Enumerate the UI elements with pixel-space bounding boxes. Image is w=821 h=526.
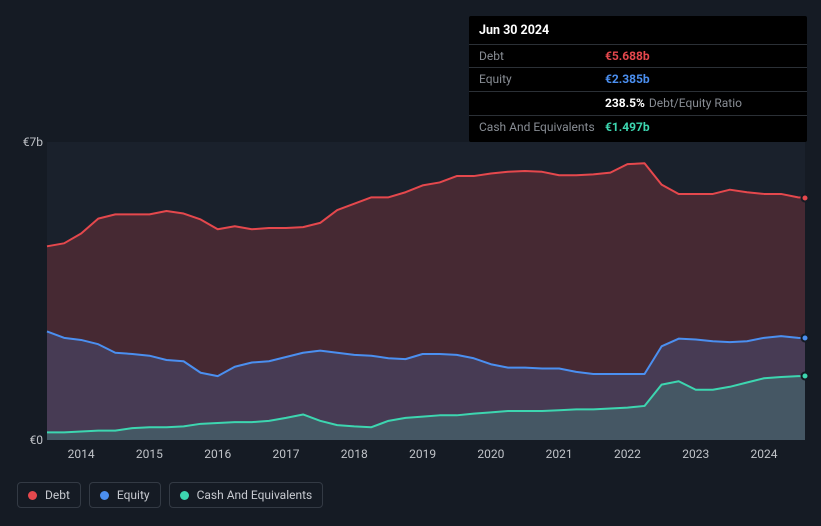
x-axis-label: 2017 bbox=[273, 447, 300, 461]
legend-label: Equity bbox=[117, 488, 150, 502]
legend-dot-icon bbox=[100, 491, 109, 500]
tooltip-label: Cash And Equivalents bbox=[479, 119, 605, 136]
legend-item-equity[interactable]: Equity bbox=[89, 482, 161, 508]
tooltip-extra: Debt/Equity Ratio bbox=[649, 96, 742, 110]
x-axis-label: 2018 bbox=[341, 447, 368, 461]
tooltip-value: €1.497b bbox=[605, 119, 650, 136]
tooltip-row: Equity€2.385b bbox=[469, 68, 807, 92]
x-axis-label: 2022 bbox=[614, 447, 641, 461]
x-axis-label: 2024 bbox=[751, 447, 778, 461]
legend-dot-icon bbox=[28, 491, 37, 500]
y-axis-label: €0 bbox=[30, 433, 44, 447]
x-axis-label: 2015 bbox=[136, 447, 163, 461]
tooltip-row: 238.5%Debt/Equity Ratio bbox=[469, 92, 807, 116]
legend-item-debt[interactable]: Debt bbox=[17, 482, 81, 508]
y-axis-label: €7b bbox=[23, 135, 43, 149]
legend-label: Cash And Equivalents bbox=[197, 488, 313, 502]
x-axis-label: 2021 bbox=[546, 447, 573, 461]
edge-marker-equity bbox=[801, 334, 810, 343]
chart-tooltip: Jun 30 2024 Debt€5.688bEquity€2.385b238.… bbox=[469, 16, 807, 142]
tooltip-row: Debt€5.688b bbox=[469, 45, 807, 69]
chart-svg bbox=[47, 142, 805, 440]
edge-marker-debt bbox=[801, 193, 810, 202]
tooltip-label: Debt bbox=[479, 48, 605, 65]
chart-legend: Debt Equity Cash And Equivalents bbox=[17, 482, 323, 508]
legend-dot-icon bbox=[180, 491, 189, 500]
x-axis-label: 2020 bbox=[477, 447, 504, 461]
x-axis-label: 2023 bbox=[682, 447, 709, 461]
x-axis-label: 2019 bbox=[409, 447, 436, 461]
x-axis-label: 2014 bbox=[68, 447, 95, 461]
tooltip-row: Cash And Equivalents€1.497b bbox=[469, 116, 807, 142]
tooltip-label bbox=[479, 95, 605, 112]
tooltip-value: 238.5%Debt/Equity Ratio bbox=[605, 95, 742, 112]
x-axis-label: 2016 bbox=[204, 447, 231, 461]
tooltip-value: €5.688b bbox=[605, 48, 650, 65]
tooltip-value: €2.385b bbox=[605, 71, 650, 88]
legend-item-cash[interactable]: Cash And Equivalents bbox=[169, 482, 324, 508]
edge-marker-cash bbox=[801, 372, 810, 381]
tooltip-label: Equity bbox=[479, 71, 605, 88]
tooltip-date: Jun 30 2024 bbox=[469, 16, 807, 45]
legend-label: Debt bbox=[45, 488, 70, 502]
